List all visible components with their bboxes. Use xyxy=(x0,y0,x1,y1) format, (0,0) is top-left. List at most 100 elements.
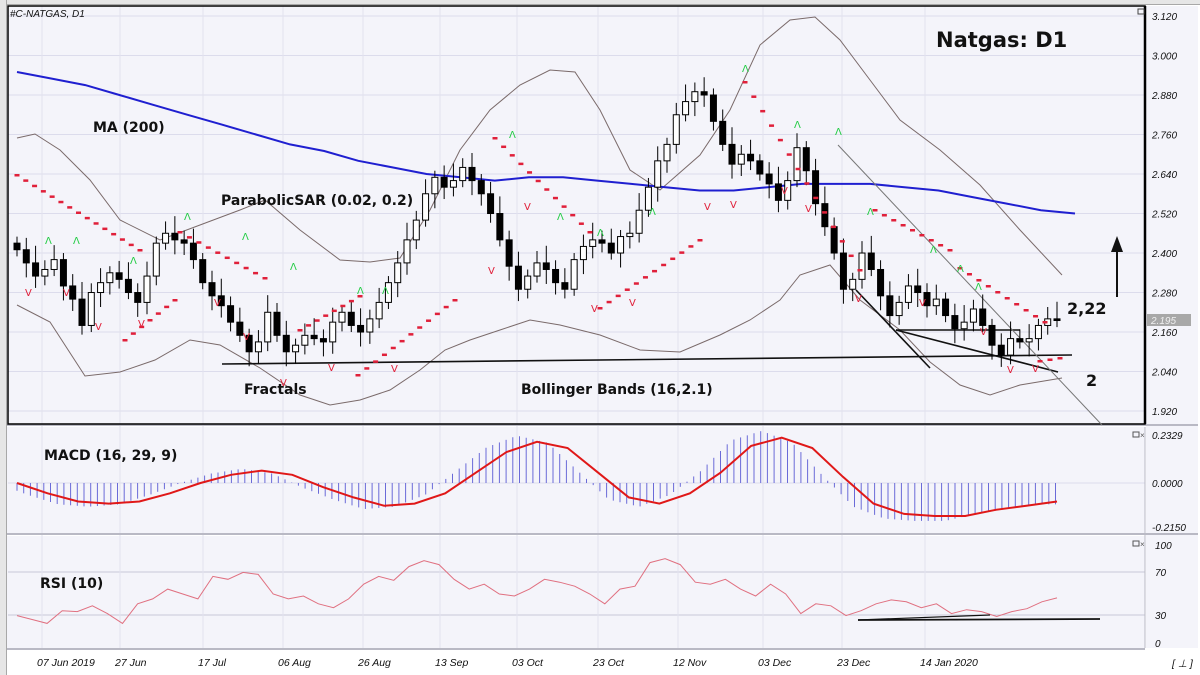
psar-dot xyxy=(1023,309,1029,312)
rsi-label: RSI (10) xyxy=(40,576,103,592)
fractal-up-icon: Λ xyxy=(557,212,564,223)
candle-body xyxy=(849,278,857,290)
psar-dot xyxy=(234,261,240,265)
trendline xyxy=(221,354,1073,365)
parabolic-sar-dots xyxy=(14,81,1063,377)
axis-labels: 3.120 3.000 2.880 2.760 2.640 2.520 2.400 2.280… xyxy=(37,12,1186,669)
psar-dot xyxy=(839,240,845,243)
rsi-panel-controls[interactable]: × xyxy=(1132,540,1145,549)
candle-body xyxy=(737,153,745,165)
candle-body xyxy=(254,341,262,353)
candle-body xyxy=(839,252,847,290)
psar-dot xyxy=(938,244,944,247)
psar-dot xyxy=(373,360,379,363)
candle-body xyxy=(988,324,996,346)
psar-dot xyxy=(751,95,757,98)
candle-body xyxy=(682,101,690,116)
fractal-down-icon: V xyxy=(524,202,531,213)
candle-body xyxy=(394,262,402,284)
psar-dot xyxy=(196,241,202,244)
candle-body xyxy=(208,282,216,297)
psar-dot xyxy=(769,124,775,127)
candle-body xyxy=(152,242,160,277)
fractal-down-icon: V xyxy=(328,363,335,374)
price-panel[interactable] xyxy=(7,6,1145,424)
candle-body xyxy=(598,239,606,244)
candle-body xyxy=(756,160,764,175)
psar-label: ParabolicSAR (0.02, 0.2) xyxy=(221,193,413,209)
fractal-down-icon: V xyxy=(280,378,287,389)
ma200-line xyxy=(16,71,1076,215)
fractal-down-icon: V xyxy=(1032,364,1039,375)
candle-body xyxy=(802,147,810,172)
fractal-up-icon: Λ xyxy=(382,286,389,297)
maximize-panel-icon[interactable] xyxy=(1132,431,1140,438)
candle-body xyxy=(143,275,151,303)
candle-body xyxy=(115,272,123,280)
psar-dot xyxy=(434,312,440,316)
psar-dot xyxy=(164,305,170,309)
fractal-down-icon: V xyxy=(488,266,495,277)
date-tick-label: 26 Aug xyxy=(357,657,391,669)
candle-body xyxy=(477,180,485,195)
price-tick-label: 2.400 xyxy=(1151,249,1177,260)
bollinger-label: Bollinger Bands (16,2.1) xyxy=(521,382,713,398)
candle-body xyxy=(691,91,699,103)
date-tick-label: 12 Nov xyxy=(673,657,707,669)
price-tick-label: 2.880 xyxy=(1151,91,1177,102)
fractal-down-icon: V xyxy=(25,288,32,299)
psar-dot xyxy=(544,188,550,191)
psar-dot xyxy=(985,285,991,288)
close-panel-icon[interactable]: × xyxy=(1140,540,1145,549)
macd-panel[interactable] xyxy=(7,427,1145,533)
rsi-line xyxy=(16,558,1058,625)
psar-dot xyxy=(881,214,887,217)
maximize-panel-icon[interactable] xyxy=(1132,540,1140,547)
candle-body xyxy=(812,170,820,205)
psar-dot xyxy=(122,339,128,342)
psar-dot xyxy=(624,288,630,291)
fractal-up-icon: Λ xyxy=(357,286,364,297)
candle-body xyxy=(1053,318,1061,322)
psar-dot xyxy=(786,153,792,156)
current-price-value: 2.195 xyxy=(1150,316,1176,327)
symbol-label: #C-NATGAS, D1 xyxy=(10,9,85,20)
psar-dot xyxy=(32,184,38,188)
rsi-panel[interactable] xyxy=(7,536,1145,648)
candle-body xyxy=(162,232,170,244)
candle-body xyxy=(1016,338,1024,343)
candle-body xyxy=(765,173,773,185)
candle-body xyxy=(264,311,272,343)
fractal-down-icon: V xyxy=(805,204,812,215)
scroll-end-button[interactable]: [ ⊥ ] xyxy=(1171,658,1194,670)
candle-body xyxy=(644,186,652,211)
candle-body xyxy=(487,193,495,215)
candle-body xyxy=(904,285,912,303)
psar-dot xyxy=(119,238,125,241)
candle-body xyxy=(449,180,457,188)
psar-dot xyxy=(976,279,982,282)
maximize-panel-icon[interactable] xyxy=(1137,8,1145,15)
psar-dot xyxy=(697,239,703,242)
psar-dot xyxy=(570,213,576,217)
close-panel-icon[interactable]: × xyxy=(1140,431,1145,440)
psar-dot xyxy=(900,224,906,227)
psar-dot xyxy=(357,295,363,298)
psar-dot xyxy=(795,167,801,171)
candle-body xyxy=(171,232,179,241)
candlesticks xyxy=(13,77,1061,367)
candle-body xyxy=(217,295,225,307)
fractal-up-icon: Λ xyxy=(794,120,801,131)
macd-panel-controls[interactable]: × xyxy=(1132,431,1145,440)
candle-body xyxy=(793,147,801,182)
psar-dot xyxy=(139,325,145,329)
fractals-label: Fractals xyxy=(244,382,307,398)
candle-body xyxy=(50,259,58,270)
candle-body xyxy=(496,213,504,241)
rsi-tick-label: 30 xyxy=(1155,611,1167,622)
psar-dot xyxy=(561,205,567,208)
psar-dot xyxy=(408,333,414,336)
psar-dot xyxy=(331,309,337,313)
